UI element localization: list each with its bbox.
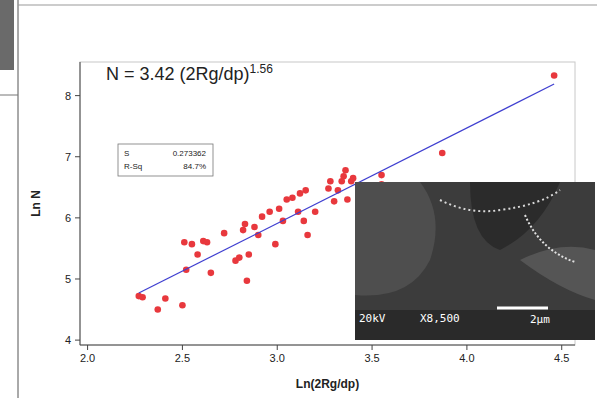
chart: 2.0 2.5 3.0 3.5 4.0 4.5 4 5 6 7 8 Ln(2Rg/dp) Ln N N =… [0, 0, 597, 398]
x-axis [80, 345, 575, 346]
point [378, 172, 385, 179]
point [266, 208, 273, 215]
point [242, 221, 249, 228]
point [327, 178, 334, 185]
point [194, 251, 201, 258]
x-tick-label: 3.5 [364, 352, 379, 364]
point [289, 194, 296, 201]
x-tick-label: 2.5 [175, 352, 190, 364]
x-tick-label: 2.0 [80, 352, 95, 364]
point [221, 230, 228, 237]
x-tick [182, 345, 183, 350]
point [208, 270, 215, 277]
point [189, 241, 196, 248]
y-tick-label: 7 [65, 151, 71, 163]
y-axis [80, 62, 81, 345]
point [162, 295, 169, 302]
stats-label: R-Sq [124, 162, 142, 171]
point [439, 150, 446, 157]
point [325, 185, 332, 192]
x-tick [277, 345, 278, 350]
stats-label: S [124, 149, 129, 158]
point [204, 239, 211, 246]
inset-texture [440, 190, 560, 211]
point [283, 196, 290, 203]
point [551, 72, 558, 79]
point [312, 208, 319, 215]
point [154, 306, 161, 313]
point [344, 196, 351, 203]
point [240, 227, 247, 234]
inset-text: 20kV [359, 312, 386, 325]
x-tick-label: 4.5 [554, 352, 569, 364]
point [259, 213, 266, 220]
y-tick [75, 340, 80, 341]
point [340, 173, 347, 180]
x-tick [561, 345, 562, 350]
page-fragment [0, 0, 14, 70]
inset-text: 2μm [530, 313, 550, 326]
y-tick [75, 217, 80, 218]
page-frame [18, 5, 597, 6]
point [245, 251, 252, 258]
x-tick [372, 345, 373, 350]
y-tick [75, 278, 80, 279]
inset-texture [470, 182, 560, 250]
y-tick-label: 6 [65, 212, 71, 224]
inset-texture [355, 182, 436, 296]
y-tick [75, 95, 80, 96]
page-frame [18, 0, 19, 398]
y-tick-label: 8 [65, 90, 71, 102]
stats-box [118, 144, 213, 176]
equation-text: N = 3.42 (2Rg/dp) [106, 64, 250, 84]
point [342, 167, 349, 174]
point [251, 224, 258, 231]
point [300, 218, 307, 225]
y-tick-label: 5 [65, 273, 71, 285]
point [139, 294, 146, 301]
point [272, 241, 279, 248]
point [302, 187, 309, 194]
stats-value: 0.273362 [173, 149, 207, 158]
point [297, 190, 304, 197]
point [331, 198, 338, 205]
point [304, 232, 311, 239]
point [179, 302, 186, 309]
point [244, 278, 251, 285]
inset-texture [525, 215, 575, 262]
equation-exponent: 1.56 [250, 62, 274, 76]
inset-infobar [355, 310, 595, 340]
point [181, 239, 188, 246]
inset-image: 20kV X8,500 2μm [355, 182, 595, 340]
scale-bar [497, 307, 548, 310]
page-frame [0, 95, 18, 96]
y-axis-title: Ln N [29, 190, 43, 217]
y-tick-label: 4 [65, 334, 71, 346]
point [236, 254, 243, 261]
x-tick [87, 345, 88, 350]
x-tick-label: 3.0 [270, 352, 285, 364]
inset-texture [520, 247, 595, 300]
point [276, 205, 283, 212]
stats-value: 84.7% [183, 162, 206, 171]
equation: N = 3.42 (2Rg/dp)1.56 [106, 62, 273, 84]
y-tick [75, 156, 80, 157]
x-axis-title: Ln(2Rg/dp) [296, 377, 359, 391]
inset-text: X8,500 [420, 312, 460, 325]
inset-bg [355, 182, 595, 340]
x-tick-label: 4.0 [459, 352, 474, 364]
x-tick [466, 345, 467, 350]
point [350, 175, 357, 182]
